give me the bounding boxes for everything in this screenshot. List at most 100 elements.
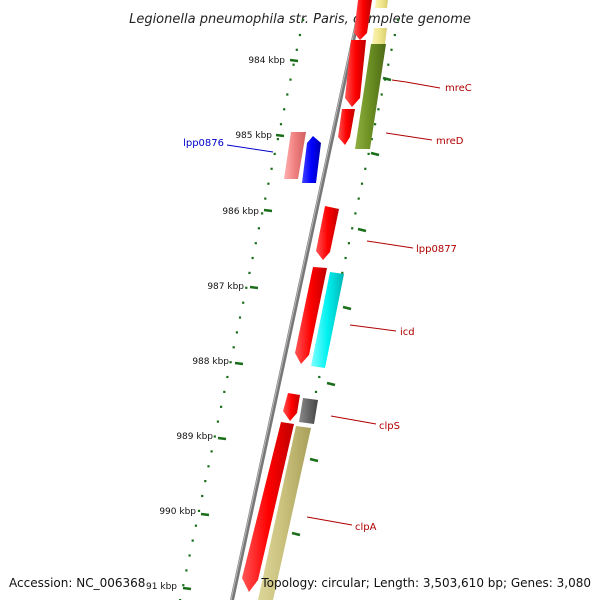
cds-olive[interactable]: [355, 44, 386, 149]
inner-track-dot: [314, 390, 318, 393]
inner-track-dot: [318, 375, 321, 379]
svg-text:lpp0876: lpp0876: [183, 138, 224, 149]
tick-985kbp: 985 kbp: [235, 131, 285, 141]
outer-track-dot: [257, 227, 260, 230]
cds-icd[interactable]: [311, 272, 344, 368]
outer-track-dot: [232, 346, 235, 349]
tick-label: 989 kbp: [176, 432, 213, 442]
cds-clpA[interactable]: [258, 426, 311, 600]
gene-features: [242, 0, 388, 600]
outer-track-dot: [261, 212, 264, 215]
outer-track-dot: [191, 539, 194, 542]
cds-clpS[interactable]: [299, 398, 318, 424]
outer-track-dot: [213, 435, 216, 438]
tick-label: 990 kbp: [159, 507, 196, 517]
tick-990kbp: 990 kbp: [159, 507, 210, 517]
inner-track-dot: [367, 152, 370, 155]
tick-label: 985 kbp: [235, 131, 272, 141]
tick-label: 91 kbp: [146, 582, 177, 592]
label-lpp0876[interactable]: lpp0876: [183, 138, 274, 153]
outer-track-dot: [270, 167, 273, 170]
cds-lpp0877[interactable]: [316, 206, 339, 260]
inner-track-dot: [377, 108, 380, 111]
outer-track-dot: [298, 33, 301, 37]
inner-track-dot: [344, 256, 347, 260]
outer-track-dot: [245, 286, 248, 289]
cds-mreD[interactable]: [338, 109, 355, 145]
tick-988kbp: 988 kbp: [192, 357, 244, 367]
label-clpA[interactable]: clpA: [306, 516, 377, 533]
outer-track-dot: [226, 375, 229, 379]
tick-989kbp: 989 kbp: [176, 432, 227, 442]
cds-mreC[interactable]: [345, 40, 366, 107]
outer-track-dot: [295, 48, 298, 51]
inner-track-dot: [393, 33, 396, 37]
outer-track-dot: [220, 405, 223, 408]
cds-pale-yellow[interactable]: [372, 28, 387, 44]
inner-track-dot: [341, 271, 344, 274]
svg-text:mreD: mreD: [436, 136, 464, 147]
inner-track-dot: [354, 212, 357, 215]
outer-track-dot: [207, 465, 210, 468]
cds-red-icd[interactable]: [295, 267, 327, 364]
inner-track-dot: [387, 63, 390, 66]
topology-text: Topology: circular; Length: 3,503,610 bp…: [260, 576, 591, 590]
outer-track-dot: [216, 420, 219, 423]
tick-991kbp: 91 kbp: [146, 582, 192, 592]
label-lpp0877[interactable]: lpp0877: [366, 240, 457, 255]
label-clpS[interactable]: clpS: [330, 415, 400, 432]
genome-backbone: [230, 17, 360, 600]
svg-text:clpS: clpS: [379, 421, 400, 432]
outer-track-dot: [204, 480, 207, 483]
cds-top-yellow[interactable]: [375, 0, 388, 8]
label-icd[interactable]: icd: [349, 324, 415, 338]
outer-track-dot: [267, 182, 270, 185]
cds-clpS-red[interactable]: [283, 393, 300, 421]
outer-track-dot: [238, 316, 242, 319]
outer-track-dot: [279, 123, 283, 126]
outer-track-dot: [194, 524, 197, 527]
outer-track-dot: [276, 138, 279, 141]
inner-track-dot: [364, 167, 367, 170]
outer-track-dot: [264, 197, 267, 200]
inner-track-dot: [397, 19, 400, 22]
inner-track-dot: [374, 123, 377, 126]
tick-986kbp: 986 kbp: [222, 207, 273, 217]
scale-ticks: 984 kbp 985 kbp 986 kbp 987 kbp 988 kbp …: [146, 56, 299, 592]
accession-text: Accession: NC_006368: [9, 576, 145, 590]
inner-track-dot: [380, 93, 383, 96]
outer-track-dot: [242, 301, 245, 304]
outer-track-dot: [286, 93, 289, 96]
label-mreC[interactable]: mreC: [391, 79, 472, 94]
tick-label: 984 kbp: [248, 56, 285, 66]
outer-track-dot: [197, 509, 201, 512]
cds-red-clpA[interactable]: [242, 422, 294, 592]
outer-track-dot: [251, 256, 254, 260]
inner-track-dot: [357, 197, 360, 200]
cds-lpp0876-pink[interactable]: [284, 132, 306, 179]
outer-track-dot: [229, 361, 232, 364]
outer-track-dot: [273, 152, 276, 155]
outer-track-dot: [185, 569, 188, 572]
outer-track-dot: [292, 63, 295, 66]
tick-987kbp: 987 kbp: [207, 282, 259, 292]
svg-text:clpA: clpA: [355, 522, 377, 533]
outer-track-dot: [254, 242, 257, 245]
inner-track-dot: [351, 227, 354, 230]
cds-top-red[interactable]: [354, 0, 372, 40]
svg-text:mreC: mreC: [445, 83, 472, 94]
outer-track-dot: [283, 108, 286, 111]
svg-text:icd: icd: [400, 327, 415, 338]
inner-track-dot: [390, 48, 393, 51]
label-mreD[interactable]: mreD: [385, 132, 464, 147]
inner-track-dot: [347, 242, 350, 245]
tick-label: 987 kbp: [207, 282, 244, 292]
outer-track-dot: [201, 494, 204, 498]
map-title: Legionella pneumophila str. Paris, compl…: [129, 12, 471, 27]
cds-lpp0876-blue[interactable]: [302, 136, 321, 183]
outer-track-dot: [223, 390, 226, 393]
outer-track-dot: [235, 331, 238, 334]
tick-984kbp: 984 kbp: [248, 56, 299, 66]
tick-label: 988 kbp: [192, 357, 229, 367]
